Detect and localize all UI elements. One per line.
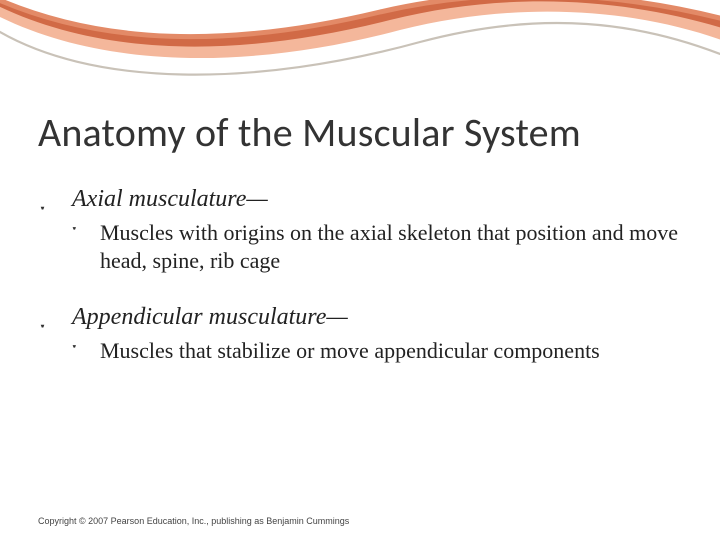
bullet-icon: ་ [72, 339, 77, 367]
slide-title: Anatomy of the Muscular System [38, 108, 581, 157]
copyright-text: Copyright © 2007 Pearson Education, Inc.… [38, 516, 349, 526]
bullet-text: Muscles that stabilize or move appendicu… [100, 338, 600, 363]
bullet-text: Axial musculature— [72, 186, 268, 212]
bullet-text: Appendicular musculature— [72, 304, 348, 330]
bullet-level1: ་ Appendicular musculature— [40, 304, 680, 331]
bullet-level1: ་ Axial musculature— [40, 186, 680, 213]
slide-body: ་ Axial musculature— ་ Muscles with orig… [40, 186, 680, 395]
bullet-icon: ་ [72, 221, 77, 249]
bullet-text: Muscles with origins on the axial skelet… [100, 220, 678, 273]
banner-swoosh-icon [0, 0, 720, 90]
slide-banner [0, 0, 720, 90]
bullet-level2: ་ Muscles that stabilize or move appendi… [40, 337, 680, 365]
slide: Anatomy of the Muscular System ་ Axial m… [0, 0, 720, 540]
bullet-level2: ་ Muscles with origins on the axial skel… [40, 219, 680, 274]
